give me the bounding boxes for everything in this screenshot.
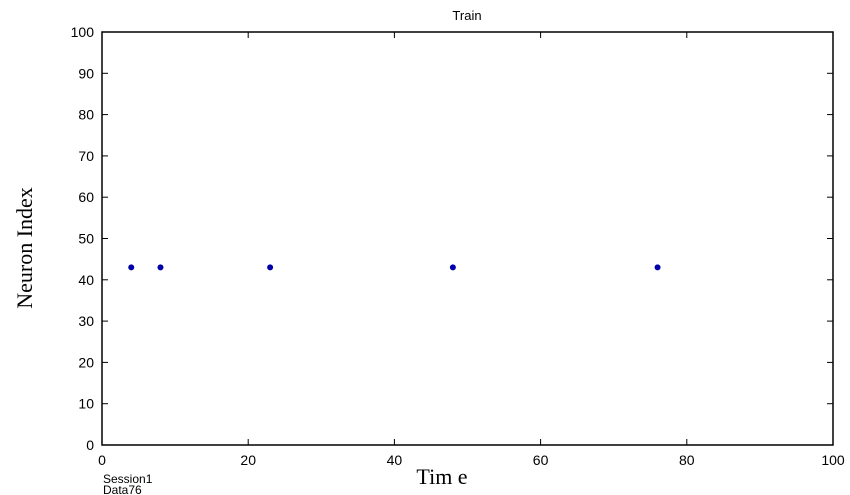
y-axis-ticks: 0 10 20 30 40 50 60 70 80 90 100 bbox=[71, 24, 833, 453]
y-tick-label: 70 bbox=[78, 148, 94, 164]
data-note: Data76 bbox=[103, 483, 142, 495]
x-tick-label: 80 bbox=[679, 452, 695, 468]
y-tick-label: 10 bbox=[78, 396, 94, 412]
data-points bbox=[128, 264, 661, 271]
y-tick-label: 60 bbox=[78, 189, 94, 205]
y-tick-label: 40 bbox=[78, 272, 94, 288]
x-axis-label: Tim e bbox=[416, 464, 467, 489]
x-tick-label: 100 bbox=[821, 452, 845, 468]
y-tick-label: 20 bbox=[78, 354, 94, 370]
y-tick-label: 90 bbox=[78, 65, 94, 81]
data-point bbox=[449, 264, 456, 271]
data-point bbox=[128, 264, 135, 271]
chart-title: Train bbox=[452, 8, 481, 23]
data-point bbox=[654, 264, 661, 271]
x-tick-label: 40 bbox=[387, 452, 403, 468]
data-point bbox=[267, 264, 274, 271]
y-tick-label: 0 bbox=[86, 437, 94, 453]
y-tick-label: 30 bbox=[78, 313, 94, 329]
y-tick-label: 100 bbox=[71, 24, 95, 40]
plot-area bbox=[101, 31, 834, 446]
data-point bbox=[157, 264, 164, 271]
x-tick-label: 60 bbox=[533, 452, 549, 468]
y-tick-label: 50 bbox=[78, 231, 94, 247]
x-tick-label: 20 bbox=[240, 452, 256, 468]
x-axis-ticks: 0 20 40 60 80 100 bbox=[98, 32, 845, 468]
x-tick-label: 0 bbox=[98, 452, 106, 468]
y-tick-label: 80 bbox=[78, 107, 94, 123]
session-note: Session1 bbox=[103, 472, 153, 486]
y-axis-label: Neuron Index bbox=[12, 187, 37, 309]
